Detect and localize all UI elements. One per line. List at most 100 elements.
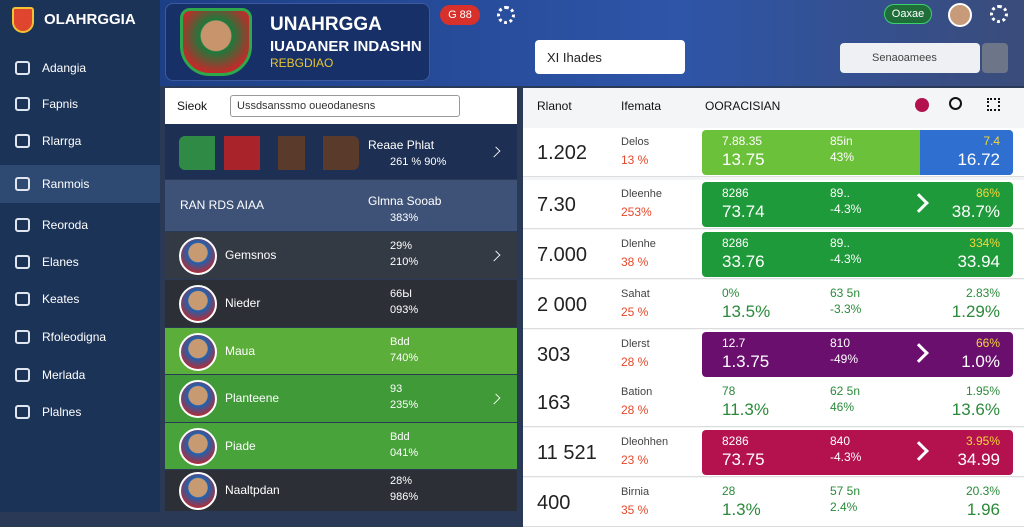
menu-icon[interactable] xyxy=(15,368,30,382)
card-value: 334% xyxy=(969,236,1000,250)
list-row[interactable] xyxy=(165,280,517,327)
card-value: -49% xyxy=(830,352,859,366)
row-avatar xyxy=(179,332,217,371)
card-value: 840 xyxy=(830,434,851,448)
row-pct: 35 % xyxy=(621,503,649,517)
user-avatar[interactable] xyxy=(948,3,972,27)
row-stat: Bdd xyxy=(390,430,410,443)
list-row[interactable] xyxy=(165,423,517,469)
row-stat: 093% xyxy=(390,304,419,316)
card-value: 7.88.35 xyxy=(722,134,763,148)
row-label: Piade xyxy=(225,438,256,453)
card-value: -3.3% xyxy=(830,302,862,316)
list-row[interactable] xyxy=(165,328,517,374)
card-value: 46% xyxy=(830,400,855,414)
menu-icon[interactable] xyxy=(15,177,30,191)
card-value: 13.6% xyxy=(951,400,1000,419)
row-avatar xyxy=(179,380,217,418)
menu-item[interactable]: Rfoleodigna xyxy=(42,330,107,344)
row-pct: 28 % xyxy=(621,403,649,417)
row-label: Naaltpdan xyxy=(225,483,280,497)
card-value: 16.72 xyxy=(957,150,1000,169)
table-row[interactable] xyxy=(523,280,1024,329)
column-header[interactable]: Rlanot xyxy=(537,99,572,113)
header-icon[interactable] xyxy=(949,97,962,110)
row-stat: 235% xyxy=(390,399,419,411)
table-row[interactable] xyxy=(523,378,1024,427)
column-header[interactable]: Ifemata xyxy=(621,99,662,113)
card xyxy=(702,182,1013,227)
menu-item[interactable]: Merlada xyxy=(42,368,86,382)
card-value: 13.75 xyxy=(722,150,765,169)
card-value: 0% xyxy=(722,286,740,300)
menu-icon[interactable] xyxy=(15,134,30,148)
card xyxy=(702,232,1013,277)
row-pct: 13 % xyxy=(621,153,649,167)
row-pct: 25 % xyxy=(621,305,649,319)
table-row[interactable] xyxy=(523,478,1024,527)
row-title: Reaae Phlat xyxy=(368,138,435,152)
card xyxy=(702,332,1013,377)
column-header[interactable]: OORACISIAN xyxy=(705,99,781,113)
list-row[interactable] xyxy=(165,180,517,231)
card-value: 1.29% xyxy=(951,302,1000,321)
card-value: -4.3% xyxy=(830,252,862,266)
search-btn[interactable] xyxy=(982,43,1008,73)
card-value: 2.4% xyxy=(830,500,858,514)
menu-item[interactable]: Rlarrga xyxy=(42,134,82,148)
row-pct: 253% xyxy=(621,205,652,219)
card-value: 7.4 xyxy=(983,134,1000,148)
card-value: 86% xyxy=(975,186,1000,200)
row-stat: 383% xyxy=(390,212,419,224)
card-value: 89.. xyxy=(830,236,851,250)
card-value: 34.99 xyxy=(957,450,1000,469)
card-value: 1.96 xyxy=(966,500,1000,519)
list-row[interactable] xyxy=(165,232,517,279)
card-value: 66% xyxy=(975,336,1000,350)
row-label: Dleenhe xyxy=(621,188,662,200)
menu-item[interactable]: Plalnes xyxy=(42,405,82,419)
menu-item[interactable]: Reoroda xyxy=(42,218,89,232)
row-number: 2 000 xyxy=(537,294,588,316)
row-number: 1.202 xyxy=(537,142,588,164)
left-header xyxy=(165,88,517,124)
badge[interactable]: G 88 xyxy=(440,5,480,25)
menu-icon[interactable] xyxy=(15,292,30,306)
status[interactable]: Oaxae xyxy=(884,4,932,24)
row-stat: 041% xyxy=(390,446,419,459)
list-row[interactable] xyxy=(165,470,517,511)
filter[interactable]: Ussdsanssmo oueodanesns xyxy=(230,95,460,117)
row-label: Bation xyxy=(621,386,653,398)
menu-item[interactable]: Ranmois xyxy=(42,177,90,191)
row-label: Gemsnos xyxy=(225,248,277,262)
card-value: 62 5n xyxy=(830,384,861,398)
menu-icon[interactable] xyxy=(15,330,30,344)
row-label: Maua xyxy=(225,343,256,358)
settings-icon[interactable] xyxy=(990,5,1008,23)
menu-icon[interactable] xyxy=(15,97,30,111)
menu-icon[interactable] xyxy=(15,255,30,269)
row-pct: 23 % xyxy=(621,453,649,467)
row-number: 7.000 xyxy=(537,244,588,266)
menu-item[interactable]: Keates xyxy=(42,292,80,306)
row-stat: 93 xyxy=(390,383,403,395)
menu-icon[interactable] xyxy=(15,61,30,75)
profile-line2: IUADANER INDASHN xyxy=(270,38,422,55)
header-icon[interactable] xyxy=(987,98,1000,111)
card-value: 11.3% xyxy=(722,400,769,419)
row-label: Dlenhe xyxy=(621,238,656,250)
header-icon[interactable] xyxy=(915,98,929,112)
row-number: 11 521 xyxy=(537,442,597,464)
menu-icon[interactable] xyxy=(15,405,30,419)
menu-icon[interactable] xyxy=(15,218,30,232)
menu-item[interactable]: Fapnis xyxy=(42,97,79,111)
menu-item[interactable]: Elanes xyxy=(42,255,79,269)
menu-item[interactable]: Adangia xyxy=(42,61,87,75)
list-row[interactable] xyxy=(165,375,517,422)
search-2[interactable]: Senaoamees xyxy=(840,43,980,73)
search[interactable]: XI Ihades xyxy=(535,40,685,74)
card-value: 13.5% xyxy=(722,302,771,321)
card-value: 810 xyxy=(830,336,851,350)
settings-icon[interactable] xyxy=(497,6,515,24)
